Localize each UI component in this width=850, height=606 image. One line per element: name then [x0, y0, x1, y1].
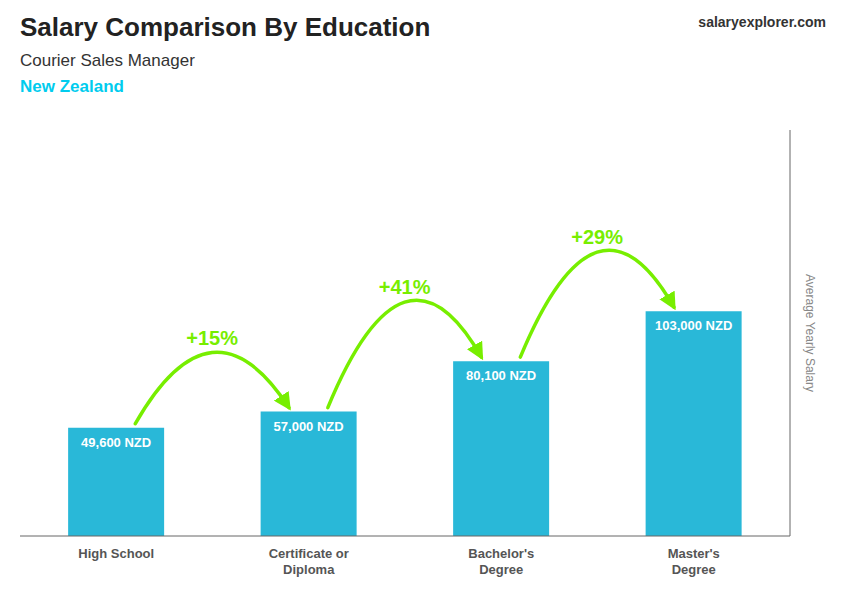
svg-text:57,000 NZD: 57,000 NZD	[274, 419, 344, 434]
html-text:Courier Sales Manager: Courier Sales Manager	[20, 51, 195, 70]
svg-text:+29%: +29%	[571, 226, 623, 248]
svg-text:Average Yearly Salary: Average Yearly Salary	[803, 274, 817, 392]
svg-text:Master'sDegree: Master'sDegree	[668, 546, 720, 577]
svg-text:High School: High School	[78, 546, 154, 561]
svg-text:103,000 NZD: 103,000 NZD	[655, 318, 732, 333]
svg-text:+15%: +15%	[186, 327, 238, 349]
svg-text:80,100 NZD: 80,100 NZD	[466, 368, 536, 383]
html-text:New Zealand: New Zealand	[20, 77, 124, 96]
svg-text:Bachelor'sDegree: Bachelor'sDegree	[468, 546, 534, 577]
svg-text:Certificate orDiploma: Certificate orDiploma	[269, 546, 349, 577]
svg-text:+41%: +41%	[379, 276, 431, 298]
html-text:salaryexplorer.com: salaryexplorer.com	[698, 14, 826, 30]
html-text:Salary Comparison By Education: Salary Comparison By Education	[20, 12, 431, 42]
svg-text:49,600 NZD: 49,600 NZD	[81, 435, 151, 450]
